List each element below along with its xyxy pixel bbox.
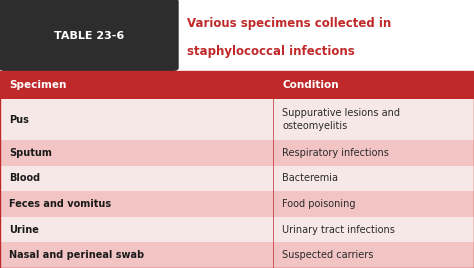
Text: Feces and vomitus: Feces and vomitus <box>9 199 111 209</box>
Text: Urinary tract infections: Urinary tract infections <box>282 225 395 234</box>
Text: Suspected carriers: Suspected carriers <box>282 250 374 260</box>
Text: Nasal and perineal swab: Nasal and perineal swab <box>9 250 145 260</box>
Text: Sputum: Sputum <box>9 148 52 158</box>
Bar <box>0 71 474 99</box>
Bar <box>0 243 474 268</box>
Text: Specimen: Specimen <box>9 80 67 90</box>
Text: Pus: Pus <box>9 115 29 125</box>
Text: TABLE 23-6: TABLE 23-6 <box>54 31 124 40</box>
Text: Respiratory infections: Respiratory infections <box>282 148 389 158</box>
FancyBboxPatch shape <box>0 0 179 71</box>
Text: Food poisoning: Food poisoning <box>282 199 356 209</box>
Bar <box>0 0 474 71</box>
Bar <box>0 99 474 140</box>
Bar <box>0 166 474 191</box>
Bar <box>0 71 474 268</box>
Text: Blood: Blood <box>9 173 41 184</box>
Bar <box>0 140 474 166</box>
Text: Suppurative lesions and
osteomyelitis: Suppurative lesions and osteomyelitis <box>282 108 400 131</box>
Text: Condition: Condition <box>282 80 338 90</box>
Text: staphylococcal infections: staphylococcal infections <box>187 45 355 58</box>
Text: Various specimens collected in: Various specimens collected in <box>187 17 392 30</box>
Text: Bacteremia: Bacteremia <box>282 173 338 184</box>
Bar <box>0 191 474 217</box>
Bar <box>0 217 474 243</box>
Text: Urine: Urine <box>9 225 39 234</box>
